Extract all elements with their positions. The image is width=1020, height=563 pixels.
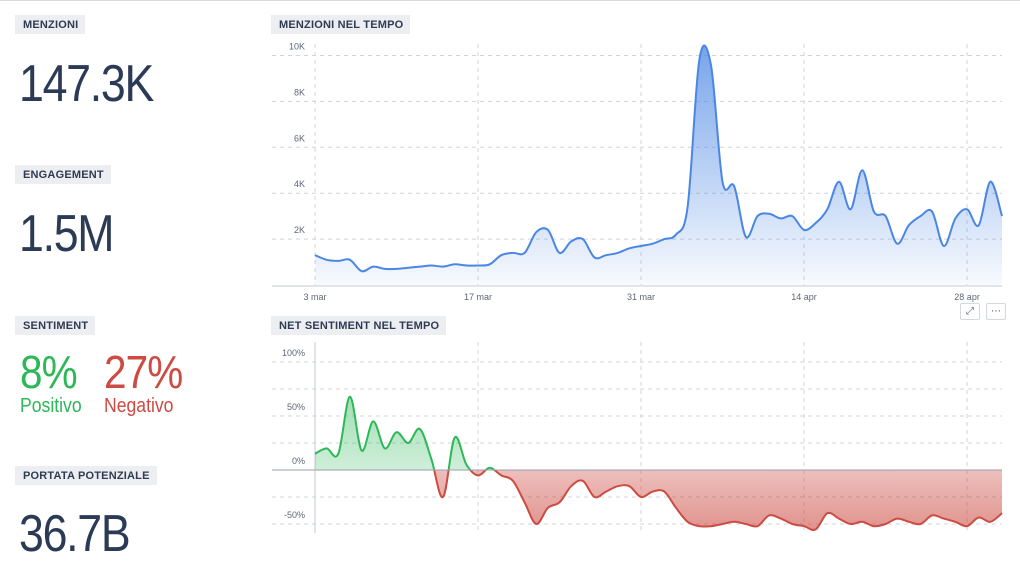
x-tick-label: 28 apr — [954, 292, 980, 302]
negative-area — [315, 470, 1002, 530]
sentiment-chart-title: NET SENTIMENT NEL TEMPO — [271, 316, 447, 335]
mentions-line — [314, 44, 1003, 273]
negative-region — [315, 470, 1003, 531]
positive-area — [315, 396, 1002, 470]
y-tick-label: 8K — [294, 87, 305, 97]
x-tick-label: 3 mar — [303, 292, 326, 302]
y-tick-label: 2K — [294, 225, 305, 235]
positive-region — [314, 395, 1002, 470]
top-divider — [0, 0, 1020, 1]
mentions-area — [315, 45, 1002, 285]
sentiment-negative-value: 27% — [104, 346, 183, 398]
y-tick-label: 0% — [292, 456, 305, 466]
positive-line — [314, 395, 497, 470]
sentiment-negative-label: Negativo — [104, 395, 174, 417]
y-tick-label: -50% — [284, 510, 305, 520]
y-tick-label: 50% — [287, 402, 305, 412]
y-tick-label: 4K — [294, 179, 305, 189]
reach-label: PORTATA POTENZIALE — [15, 466, 157, 485]
y-tick-label: 6K — [294, 133, 305, 143]
mentions-label: MENZIONI — [15, 15, 86, 34]
sentiment-positive-label: Positivo — [20, 395, 82, 417]
y-tick-label: 100% — [282, 348, 305, 358]
charts-canvas: 2K 4K 6K 8K 10K 3 mar 17 mar 31 mar 14 apr 28 apr… — [272, 41, 1003, 533]
y-tick-label: 10K — [289, 41, 305, 51]
more-icon: ⋯ — [991, 306, 1001, 317]
sentiment-chart: 100% 50% 0% -50% — [272, 342, 1003, 533]
engagement-value: 1.5M — [19, 205, 115, 263]
expand-button[interactable]: ⤢ — [960, 303, 980, 320]
more-options-button[interactable]: ⋯ — [986, 303, 1006, 320]
x-tick-label: 31 mar — [627, 292, 655, 302]
engagement-label: ENGAGEMENT — [15, 165, 111, 184]
sentiment-positive-value: 8% — [20, 346, 78, 398]
expand-icon: ⤢ — [966, 306, 974, 317]
mentions-chart-title: MENZIONI NEL TEMPO — [271, 15, 411, 34]
mentions-value: 147.3K — [19, 55, 154, 113]
negative-line — [433, 470, 1003, 531]
sentiment-label: SENTIMENT — [15, 316, 96, 335]
x-tick-label: 17 mar — [464, 292, 492, 302]
mentions-chart: 2K 4K 6K 8K 10K 3 mar 17 mar 31 mar 14 apr 28 apr — [272, 41, 1003, 302]
x-tick-label: 14 apr — [791, 292, 817, 302]
